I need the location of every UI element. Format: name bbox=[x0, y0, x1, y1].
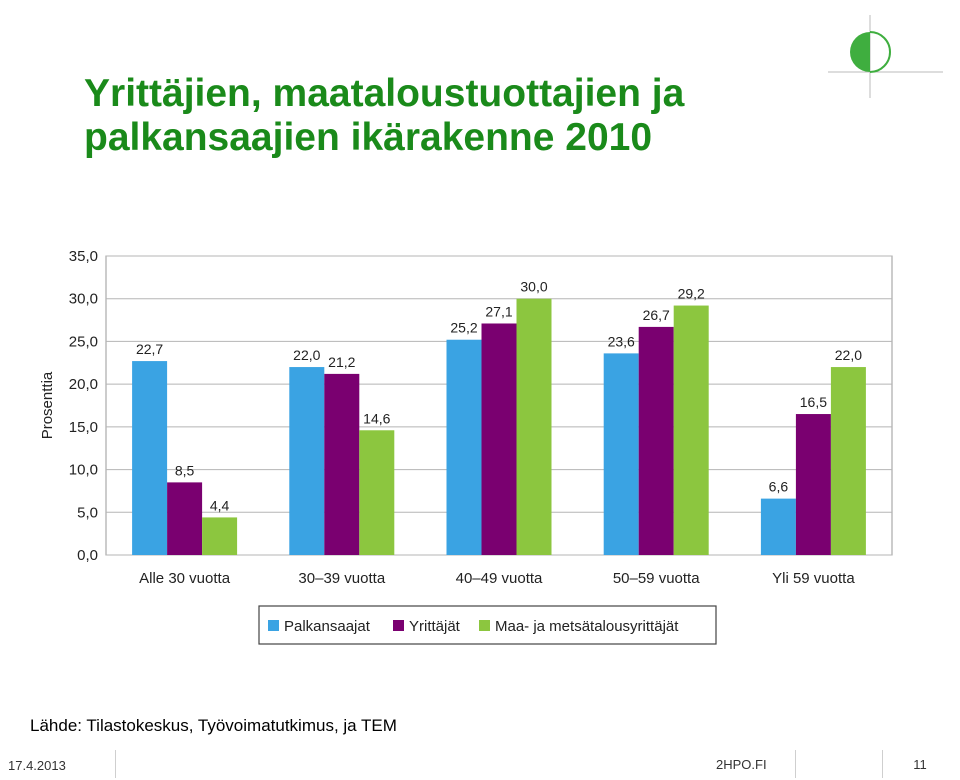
page-number: 11 bbox=[913, 757, 927, 772]
y-axis-label: Prosenttia bbox=[39, 371, 56, 439]
x-tick-label: Yli 59 vuotta bbox=[772, 570, 855, 587]
bar bbox=[638, 326, 674, 555]
legend-entry: Maa- ja metsätalousyrittäjät bbox=[495, 618, 679, 635]
bar bbox=[202, 517, 238, 555]
footer-site: 2HPO.FI bbox=[716, 757, 767, 772]
bar bbox=[830, 367, 866, 555]
y-tick-label: 35,0 bbox=[69, 248, 98, 265]
y-tick-label: 20,0 bbox=[69, 376, 98, 393]
data-label: 25,2 bbox=[450, 320, 477, 336]
data-label: 22,7 bbox=[136, 341, 163, 357]
data-label: 21,2 bbox=[328, 354, 355, 370]
data-label: 29,2 bbox=[678, 286, 705, 302]
bar bbox=[516, 298, 552, 555]
bar bbox=[481, 323, 517, 555]
bar bbox=[603, 353, 639, 555]
bar-chart: 0,0 5,0 10,0 15,0 20,0 25,0 30,0 35,0 Prosenttia… bbox=[39, 248, 893, 645]
y-tick-label: 15,0 bbox=[69, 419, 98, 436]
data-label: 8,5 bbox=[175, 462, 195, 478]
bar bbox=[167, 482, 203, 555]
data-label: 23,6 bbox=[608, 333, 635, 349]
data-label: 4,4 bbox=[210, 497, 230, 513]
slide-title: Yrittäjien, maataloustuottajien ja palka… bbox=[84, 72, 685, 159]
legend-swatch bbox=[268, 620, 279, 631]
bar bbox=[289, 367, 325, 555]
x-tick-label: Alle 30 vuotta bbox=[139, 570, 231, 587]
legend-entry: Palkansaajat bbox=[284, 618, 371, 635]
y-tick-label: 0,0 bbox=[77, 547, 98, 564]
bar bbox=[795, 414, 831, 555]
footer-divider bbox=[882, 750, 883, 778]
x-tick-label: 30–39 vuotta bbox=[298, 570, 385, 587]
y-tick-label: 5,0 bbox=[77, 504, 98, 521]
data-label: 14,6 bbox=[363, 410, 390, 426]
data-label: 22,0 bbox=[835, 347, 862, 363]
source-note: Lähde: Tilastokeskus, Työvoimatutkimus, … bbox=[30, 716, 397, 735]
bar bbox=[324, 373, 360, 555]
legend-swatch bbox=[393, 620, 404, 631]
legend-swatch bbox=[479, 620, 490, 631]
data-label: 22,0 bbox=[293, 347, 320, 363]
data-label: 27,1 bbox=[485, 303, 512, 319]
data-label: 30,0 bbox=[520, 279, 547, 295]
data-label: 16,5 bbox=[800, 394, 827, 410]
x-tick-label: 40–49 vuotta bbox=[456, 570, 543, 587]
bar bbox=[359, 430, 395, 555]
company-logo-icon bbox=[828, 15, 943, 98]
y-tick-label: 10,0 bbox=[69, 462, 98, 479]
y-tick-label: 30,0 bbox=[69, 291, 98, 308]
bar bbox=[446, 339, 482, 555]
bar bbox=[132, 361, 168, 555]
bar bbox=[673, 305, 709, 555]
footer-divider bbox=[115, 750, 116, 778]
x-tick-label: 50–59 vuotta bbox=[613, 570, 700, 587]
data-label: 26,7 bbox=[643, 307, 670, 323]
data-label: 6,6 bbox=[769, 479, 789, 495]
legend-entry: Yrittäjät bbox=[409, 618, 461, 635]
bar bbox=[760, 498, 796, 555]
footer-divider bbox=[795, 750, 796, 778]
footer-date: 17.4.2013 bbox=[8, 758, 66, 773]
y-tick-label: 25,0 bbox=[69, 333, 98, 350]
